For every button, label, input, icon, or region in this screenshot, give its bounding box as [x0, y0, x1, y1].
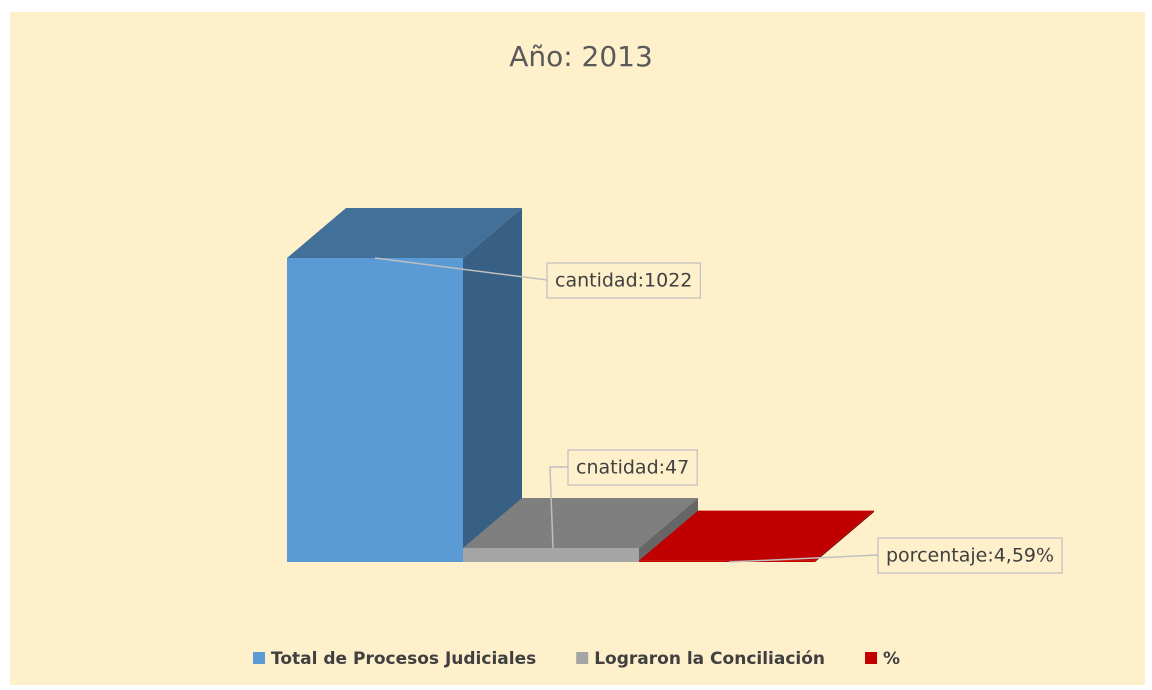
bar-top [287, 208, 522, 258]
leader-line [374, 257, 548, 281]
bar-top [463, 498, 698, 549]
chart-title: Año: 2013 [509, 40, 653, 73]
legend-swatch [576, 652, 589, 664]
legend-swatch [253, 652, 265, 664]
bar-side [815, 510, 874, 562]
data-label: cnatidad:47 [576, 457, 689, 479]
leader-line [728, 554, 879, 563]
bar-side [639, 498, 698, 562]
legend-label: Total de Procesos Judiciales [271, 649, 536, 669]
bar [463, 548, 639, 562]
bar-side [463, 208, 522, 562]
legend-label: % [883, 649, 900, 669]
bar [639, 560, 815, 562]
data-label: cantidad:1022 [555, 270, 692, 292]
chart-area [10, 12, 1145, 685]
leader-line [549, 466, 568, 549]
bar [287, 258, 463, 562]
legend-label: Lograron la Conciliación [594, 649, 825, 669]
data-label-box [546, 262, 701, 299]
data-label: porcentaje:4,59% [886, 545, 1054, 567]
bar-top [639, 510, 874, 561]
legend-swatch [865, 652, 878, 664]
